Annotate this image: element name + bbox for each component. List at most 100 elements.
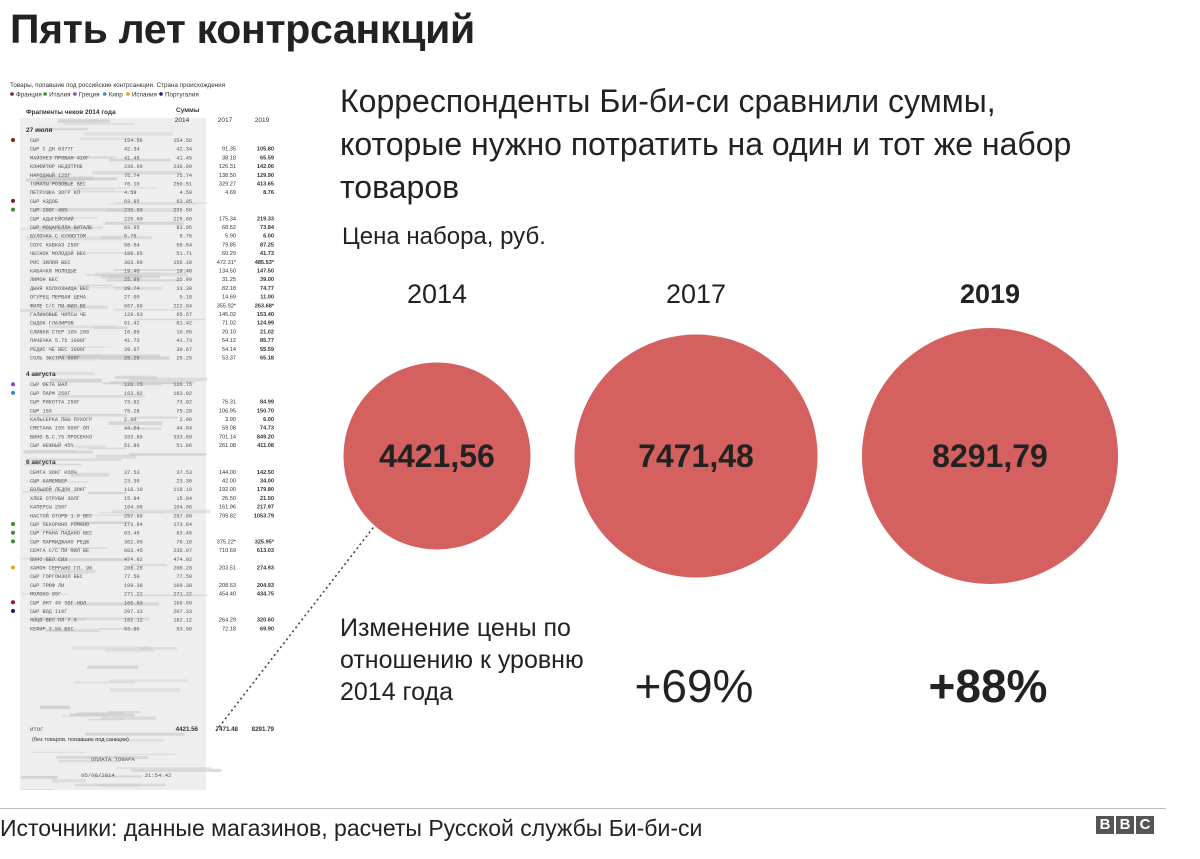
- receipt-total-2017: 7471.48: [216, 726, 239, 733]
- receipt-year: 2014: [175, 117, 190, 124]
- receipt-item-2017: 329.27: [219, 182, 236, 188]
- receipt-item-2017: 68.52: [222, 225, 236, 231]
- receipt-item-qty: 126.75: [124, 382, 143, 388]
- receipt-item-2014: 5.75: [180, 234, 192, 240]
- receipt-item-name: ХАМОН СЕРРАНО ГЛ. 90: [30, 566, 92, 572]
- paper-crease: [61, 714, 109, 717]
- receipt-item-2017: 5.90: [225, 234, 236, 240]
- receipt-item-name: СЫР ГРАНА ПАДАНО ВЕС: [30, 531, 92, 537]
- receipt-time-stamp: 21:54:42: [145, 772, 172, 779]
- paper-crease: [94, 775, 143, 778]
- receipt-item-2019: 129.90: [257, 173, 274, 179]
- receipt-date-stamp: 05/08/2014: [81, 772, 115, 779]
- receipt-item-2017: 54.14: [222, 347, 236, 353]
- price-label: Цена набора, руб.: [342, 223, 546, 250]
- receipt-item-2019: 219.33: [257, 216, 274, 222]
- receipt-item-2014: 474.92: [173, 557, 192, 563]
- paper-crease: [99, 512, 164, 514]
- paper-crease: [106, 710, 141, 714]
- receipt-item-qty: 474.92: [124, 557, 143, 563]
- receipt-item-2019: 6.00: [263, 417, 274, 423]
- paper-crease: [99, 783, 140, 787]
- receipt-date: 27 июля: [26, 127, 53, 134]
- receipt-item-2017: 192.00: [219, 487, 236, 493]
- receipt-item-name: СЫР РИКОТТА 250Г: [30, 400, 80, 406]
- paper-crease: [24, 463, 82, 466]
- receipt-item-2014: 182.12: [173, 618, 192, 624]
- receipt-item-2014: 10.05: [176, 329, 192, 335]
- legend-label: Италия: [49, 92, 70, 99]
- paper-crease: [87, 447, 126, 450]
- receipt-item-name: ЯЙЦО ВЕС ПЛ 7.5: [30, 616, 77, 624]
- receipt-item-2014: 250.51: [173, 182, 192, 188]
- receipt-item-name: ЧЕСНОК МОЛОДОЙ ВЕС: [30, 249, 86, 257]
- receipt-item-2014: 63.95: [176, 199, 192, 205]
- receipt-item-2019: 74.77: [260, 286, 274, 292]
- receipt-item-2019: 142.06: [257, 164, 274, 170]
- receipt-item-2014: 154.56: [173, 138, 192, 144]
- receipt-item-name: СЫР ТРЮФ ЛИ: [30, 583, 64, 589]
- paper-crease: [113, 286, 162, 290]
- paper-crease: [52, 547, 108, 549]
- receipt-item-qty: 25.99: [124, 277, 140, 283]
- bubble-value-label: 7471,48: [638, 438, 754, 474]
- receipt-item-2014: 44.04: [176, 426, 192, 432]
- receipt-item-name: СЫР НЕЖНЫЙ 45%: [30, 441, 74, 449]
- receipt-item-name: СЫДОК ГЛАЗИРОВ: [30, 321, 74, 327]
- paper-crease: [51, 779, 86, 783]
- paper-crease: [112, 509, 211, 514]
- connector-line: [215, 523, 377, 732]
- receipt-item-2017: 701.14: [219, 434, 236, 440]
- receipt-item-2017: 71.02: [222, 321, 236, 327]
- paper-crease: [28, 173, 72, 176]
- receipt-item-2014: 41.45: [176, 155, 192, 161]
- legend-dot: [10, 92, 14, 96]
- receipt-item-name: СОЛЬ ЭКСТРА 500Г: [30, 356, 80, 362]
- receipt-item-qty: 44.04: [124, 426, 140, 432]
- change-label: Изменение цены по отношению к уровню 201…: [340, 614, 584, 706]
- country-dot: [11, 609, 15, 613]
- paper-crease: [116, 753, 176, 755]
- paper-crease: [108, 158, 171, 162]
- receipt-item-2014: 41.73: [176, 338, 192, 344]
- paper-crease: [20, 308, 82, 312]
- receipt-item-qty: 76.10: [124, 182, 140, 188]
- receipt-item-2019: 325.95*: [255, 539, 275, 545]
- paper-crease: [56, 177, 117, 181]
- receipt-item-qty: 5.75: [124, 234, 136, 240]
- receipt-item-2017: 91.35: [222, 147, 236, 153]
- receipt-item-2017: 79.85: [222, 242, 236, 248]
- paper-crease: [63, 122, 135, 126]
- receipt-item-2014: 207.33: [173, 609, 192, 615]
- receipt-item-2014: 58.54: [176, 242, 192, 248]
- receipt-item-qty: 75.74: [124, 173, 140, 179]
- receipt-item-2014: 63.45: [176, 531, 192, 537]
- receipt-item-2014: 75.28: [176, 408, 192, 414]
- receipt-item-qty: 166.69: [124, 600, 143, 606]
- paper-crease: [110, 381, 195, 384]
- receipt-item-2017: 472.31*: [217, 260, 237, 266]
- receipt-item-2017: 126.31: [219, 164, 236, 170]
- receipt-item-qty: 51.86: [124, 443, 140, 449]
- receipt-item-2014: 51.71: [176, 251, 192, 257]
- paper-crease: [35, 127, 89, 131]
- receipt-item-qty: 83.95: [124, 225, 140, 231]
- receipt-item-qty: 236.99: [124, 164, 143, 170]
- receipt-item-name: РЕДИС ЧЕ ВЕС 1000Г: [30, 347, 86, 353]
- paper-crease: [79, 137, 141, 141]
- receipt-item-2014: 109.38: [173, 583, 192, 589]
- receipt-item-2019: 85.77: [260, 338, 274, 344]
- receipt-item-2019: 147.50: [257, 269, 274, 275]
- receipt-item-2019: 204.93: [257, 583, 274, 589]
- receipt-item-qty: 58.54: [124, 242, 140, 248]
- paper-crease: [29, 458, 121, 462]
- paper-crease: [77, 191, 137, 193]
- receipt-item-qty: 41.45: [124, 155, 140, 161]
- receipt-item-name: СЫР ИНТ 45 ЗОГ НОЛ: [30, 600, 86, 606]
- paper-crease: [77, 284, 113, 287]
- receipt-item-2019: 153.40: [257, 312, 274, 318]
- paper-crease: [133, 318, 206, 321]
- paper-crease: [53, 569, 96, 574]
- paper-crease: [134, 416, 178, 419]
- paper-crease: [68, 286, 134, 289]
